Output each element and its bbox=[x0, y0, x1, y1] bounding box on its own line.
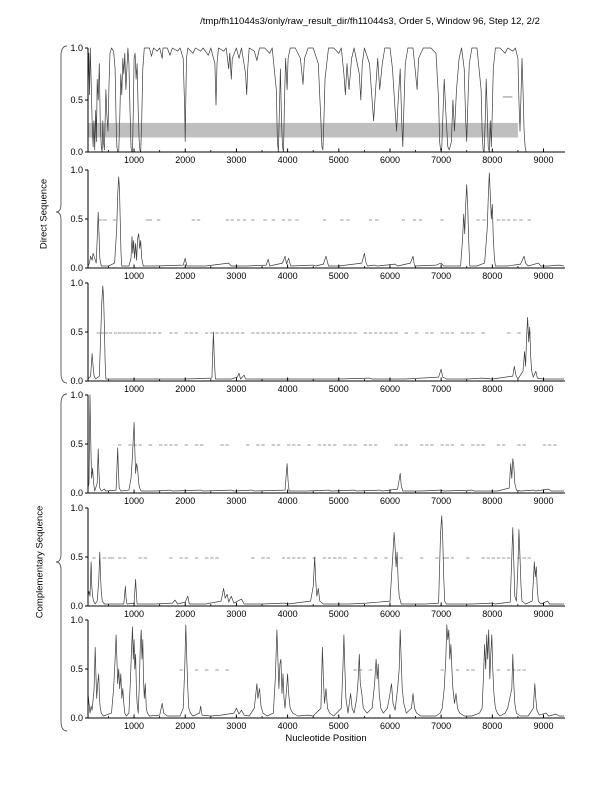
x-tick-label: 7000 bbox=[431, 271, 451, 281]
x-tick-label: 3000 bbox=[226, 384, 246, 394]
x-tick-label: 7000 bbox=[431, 609, 451, 619]
x-tick-label: 2000 bbox=[175, 384, 195, 394]
x-tick-label: 6000 bbox=[380, 155, 400, 165]
x-tick-label: 8000 bbox=[482, 609, 502, 619]
x-tick-label: 9000 bbox=[533, 155, 553, 165]
x-tick-label: 4000 bbox=[278, 496, 298, 506]
x-tick-label: 3000 bbox=[226, 271, 246, 281]
x-tick-label: 4000 bbox=[278, 609, 298, 619]
y-tick-label: 1.0 bbox=[70, 390, 83, 400]
x-tick-label: 1000 bbox=[124, 155, 144, 165]
y-tick-label: 0.0 bbox=[70, 263, 83, 273]
x-tick-label: 9000 bbox=[533, 384, 553, 394]
y-tick-label: 0.5 bbox=[70, 552, 83, 562]
y-tick-label: 0.5 bbox=[70, 95, 83, 105]
x-tick-label: 6000 bbox=[380, 609, 400, 619]
x-tick-label: 1000 bbox=[124, 721, 144, 731]
x-tick-label: 3000 bbox=[226, 721, 246, 731]
panel-1: 0.0 0.5 1.0 1000 2000 3000 4000 5000 6000 7000 800… bbox=[70, 43, 565, 165]
x-tick-label: 1000 bbox=[124, 384, 144, 394]
x-tick-label: 4000 bbox=[278, 384, 298, 394]
y-tick-label: 0.0 bbox=[70, 488, 83, 498]
x-tick-label: 8000 bbox=[482, 384, 502, 394]
y-tick-label: 0.5 bbox=[70, 439, 83, 449]
probability-trace bbox=[87, 172, 565, 267]
x-tick-label: 9000 bbox=[533, 271, 553, 281]
y-tick-label: 0.0 bbox=[70, 601, 83, 611]
x-tick-label: 5000 bbox=[329, 496, 349, 506]
y-tick-label: 0.5 bbox=[70, 664, 83, 674]
x-tick-label: 4000 bbox=[278, 271, 298, 281]
x-tick-label: 6000 bbox=[380, 721, 400, 731]
x-tick-label: 1000 bbox=[124, 271, 144, 281]
x-tick-label: 2000 bbox=[175, 155, 195, 165]
x-tick-label: 3000 bbox=[226, 609, 246, 619]
probability-trace bbox=[87, 394, 564, 492]
coding-band bbox=[88, 122, 518, 138]
y-tick-label: 1.0 bbox=[70, 43, 83, 53]
x-tick-label: 9000 bbox=[533, 721, 553, 731]
probability-trace bbox=[87, 47, 564, 153]
x-tick-label: 5000 bbox=[329, 721, 349, 731]
x-tick-label: 5000 bbox=[329, 271, 349, 281]
y-tick-label: 0.5 bbox=[70, 327, 83, 337]
x-tick-label: 3000 bbox=[226, 496, 246, 506]
x-tick-label: 9000 bbox=[533, 496, 553, 506]
plot-title: /tmp/fh11044s3/only/raw_result_dir/fh110… bbox=[200, 16, 540, 27]
y-tick-label: 1.0 bbox=[70, 615, 83, 625]
panel-6: 0.0 0.5 1.0 1000 2000 3000 4000 5000 6000 7000 800… bbox=[70, 615, 565, 731]
x-tick-label: 6000 bbox=[380, 496, 400, 506]
y-tick-label: 1.0 bbox=[70, 278, 83, 288]
panel-4: 0.0 0.5 1.0 1000 2000 3000 4000 5000 6000 7000 800… bbox=[70, 390, 565, 506]
probability-trace bbox=[87, 624, 564, 717]
x-tick-label: 4000 bbox=[278, 155, 298, 165]
x-tick-label: 9000 bbox=[533, 609, 553, 619]
y-tick-label: 1.0 bbox=[70, 503, 83, 513]
x-tick-label: 5000 bbox=[329, 155, 349, 165]
x-axis-title: Nucleotide Position bbox=[285, 733, 367, 744]
x-tick-label: 5000 bbox=[329, 609, 349, 619]
panel-3: 0.0 0.5 1.0 1000 2000 3000 4000 5000 6000 7000 800… bbox=[70, 278, 565, 394]
x-tick-label: 7000 bbox=[431, 496, 451, 506]
x-tick-label: 7000 bbox=[431, 384, 451, 394]
complementary-sequence-brace bbox=[55, 393, 68, 732]
panel-2: 0.0 0.5 1.0 1000 2000 3000 4000 5000 6000 7000 800… bbox=[70, 165, 565, 281]
x-tick-label: 8000 bbox=[482, 721, 502, 731]
x-tick-label: 4000 bbox=[278, 721, 298, 731]
panel-5: 0.0 0.5 1.0 1000 2000 3000 4000 5000 6000 7000 800… bbox=[70, 503, 565, 619]
x-tick-label: 7000 bbox=[431, 721, 451, 731]
direct-sequence-label: Direct Sequence bbox=[38, 178, 50, 250]
x-tick-label: 5000 bbox=[329, 384, 349, 394]
y-tick-label: 0.0 bbox=[70, 376, 83, 386]
x-tick-label: 1000 bbox=[124, 496, 144, 506]
x-tick-label: 6000 bbox=[380, 271, 400, 281]
x-tick-label: 2000 bbox=[175, 721, 195, 731]
x-tick-label: 2000 bbox=[175, 609, 195, 619]
x-tick-label: 7000 bbox=[431, 155, 451, 165]
x-tick-label: 2000 bbox=[175, 271, 195, 281]
y-tick-label: 0.0 bbox=[70, 147, 83, 157]
x-tick-label: 6000 bbox=[380, 384, 400, 394]
y-tick-label: 1.0 bbox=[70, 165, 83, 175]
probability-trace bbox=[87, 515, 564, 605]
complementary-sequence-label: Complementary Sequence bbox=[34, 505, 46, 619]
x-tick-label: 1000 bbox=[124, 609, 144, 619]
y-tick-label: 0.5 bbox=[70, 214, 83, 224]
x-tick-label: 3000 bbox=[226, 155, 246, 165]
x-tick-label: 8000 bbox=[482, 155, 502, 165]
x-tick-label: 8000 bbox=[482, 271, 502, 281]
x-tick-label: 2000 bbox=[175, 496, 195, 506]
direct-sequence-brace bbox=[55, 45, 68, 384]
y-tick-label: 0.0 bbox=[70, 713, 83, 723]
x-tick-label: 8000 bbox=[482, 496, 502, 506]
